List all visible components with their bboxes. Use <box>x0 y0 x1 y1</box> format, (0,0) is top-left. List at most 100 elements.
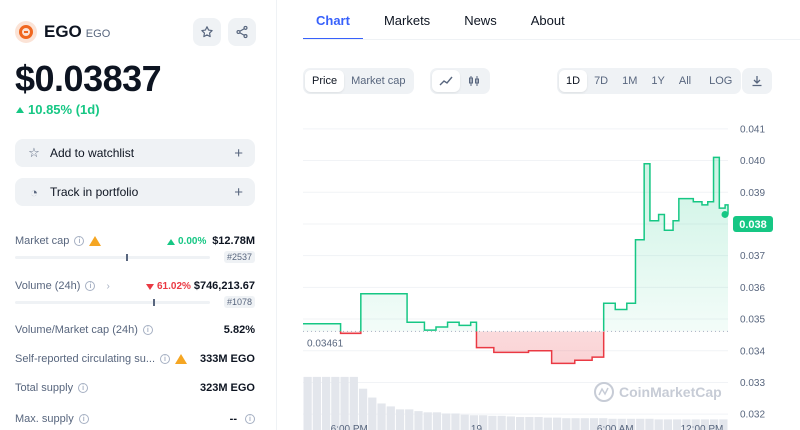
total-supply-label: Total supply i <box>15 382 89 394</box>
x-tick-label: 6:00 PM <box>331 424 368 430</box>
circulating-supply-label: Self-reported circulating su... i <box>15 353 188 365</box>
volume-bar <box>589 418 599 430</box>
tab-news[interactable]: News <box>464 12 497 28</box>
download-chart-button[interactable] <box>742 68 772 94</box>
info-icon[interactable]: i <box>78 383 89 393</box>
volume-bar <box>534 417 543 430</box>
total-supply-label-text: Total supply <box>15 382 74 394</box>
volume-bar <box>488 415 497 430</box>
y-tick-label: 0.037 <box>740 251 765 262</box>
track-in-portfolio-button[interactable]: ◔ Track in portfolio + <box>15 178 255 206</box>
vol-mcap-label-text: Volume/Market cap (24h) <box>15 324 138 336</box>
price-option[interactable]: Price <box>305 70 345 92</box>
volume-bar <box>312 376 321 430</box>
volume-change: 61.02% <box>146 281 191 292</box>
track-in-portfolio-label: Track in portfolio <box>50 185 139 199</box>
info-icon[interactable]: i <box>160 354 171 364</box>
max-supply-label: Max. supply i <box>15 413 89 425</box>
volume-bar <box>516 417 525 430</box>
volume-bar <box>645 418 654 430</box>
range-1m[interactable]: 1M <box>622 75 638 87</box>
log-scale-toggle[interactable]: LOG <box>709 75 733 87</box>
volume-bar <box>543 417 552 430</box>
warning-icon[interactable] <box>89 236 102 246</box>
info-icon[interactable]: i <box>245 414 255 424</box>
volume-bars <box>303 376 728 430</box>
price-chart-svg: CoinMarketCap 0.03461 0.0410.0400.0390.0… <box>303 124 773 430</box>
coinmarketcap-watermark: CoinMarketCap <box>594 382 722 402</box>
price-chart[interactable]: CoinMarketCap 0.03461 0.041 0.040 0.039 0.0… <box>303 113 800 430</box>
y-tick-label: 0.036 <box>740 283 765 294</box>
volume-bar <box>432 412 442 430</box>
down-arrow-icon <box>146 283 154 290</box>
volume-change-value: 61.02% <box>157 281 191 292</box>
volume-bar <box>673 419 682 430</box>
candlestick-option[interactable] <box>460 70 488 92</box>
volume-bar <box>719 419 728 430</box>
volume-bar <box>321 376 331 430</box>
coin-summary-panel: EGO EGO $0.03837 10.85% (1d) ☆ Add to wa… <box>0 0 270 430</box>
area-above-baseline <box>303 157 728 332</box>
volume-bar <box>710 419 719 430</box>
range-1y[interactable]: 1Y <box>651 75 665 87</box>
tabs-underline <box>303 39 800 40</box>
watermark-text: CoinMarketCap <box>619 384 722 400</box>
line-chart-option[interactable] <box>432 70 460 92</box>
volume-bar <box>608 418 617 430</box>
coin-price: $0.03837 <box>15 58 162 99</box>
market-cap-label: Market cap i <box>15 235 102 247</box>
volume-bar <box>423 412 432 430</box>
volume-bar <box>395 409 405 430</box>
tab-markets[interactable]: Markets <box>383 12 431 28</box>
market-cap-change-value: 0.00% <box>178 236 207 247</box>
watchlist-star-button[interactable] <box>193 18 221 46</box>
y-tick-label: 0.039 <box>740 188 765 199</box>
range-1d[interactable]: 1D <box>559 70 588 92</box>
volume-bar <box>552 417 562 430</box>
download-icon <box>752 76 762 87</box>
y-tick-label: 0.033 <box>740 378 765 389</box>
price-line <box>303 156 729 365</box>
line-chart-icon <box>439 76 453 86</box>
max-supply-label-text: Max. supply <box>15 413 74 425</box>
volume-bar <box>340 376 349 430</box>
volume-bar <box>654 419 663 430</box>
volume-bar <box>626 418 636 430</box>
volume-bar <box>451 413 460 430</box>
vol-mcap-label: Volume/Market cap (24h) i <box>15 324 153 336</box>
max-supply-value: -- <box>229 413 237 425</box>
market-cap-option[interactable]: Market cap <box>351 75 406 87</box>
panel-divider <box>276 0 277 430</box>
add-to-watchlist-button[interactable]: ☆ Add to watchlist + <box>15 139 255 167</box>
chevron-right-icon[interactable]: › <box>106 280 110 292</box>
volume-bar <box>497 415 506 430</box>
range-all[interactable]: All <box>678 75 692 87</box>
baseline-label: 0.03461 <box>307 338 344 349</box>
current-price-marker: 0.038 <box>721 210 773 232</box>
baseline: 0.03461 <box>303 330 728 349</box>
tab-chart[interactable]: Chart <box>303 0 363 40</box>
warning-icon[interactable] <box>175 354 188 364</box>
star-icon <box>201 26 213 38</box>
pie-chart-icon: ◔ <box>30 184 38 200</box>
share-button[interactable] <box>228 18 256 46</box>
info-icon[interactable]: i <box>85 281 96 291</box>
info-icon[interactable]: i <box>142 325 153 335</box>
y-tick-label: 0.035 <box>740 315 765 326</box>
volume-bar <box>691 419 700 430</box>
circulating-supply-value: 333M EGO <box>199 353 255 365</box>
vol-mcap-value: 5.82% <box>223 324 255 336</box>
info-icon[interactable]: i <box>74 236 85 246</box>
range-7d[interactable]: 7D <box>594 75 609 87</box>
volume-bar <box>663 419 673 430</box>
volume-label: Volume (24h) i › <box>15 280 110 292</box>
x-axis: 6:00 PM 19 6:00 AM 12:00 PM <box>331 424 724 430</box>
volume-range-bar <box>15 299 210 306</box>
market-cap-change: 0.00% <box>167 236 206 247</box>
tab-about[interactable]: About <box>530 12 565 28</box>
info-icon[interactable]: i <box>78 414 89 424</box>
volume-bar <box>469 415 479 430</box>
current-price-label: 0.038 <box>739 219 767 231</box>
price-area <box>303 157 728 364</box>
volume-rank: #1078 <box>223 296 255 308</box>
